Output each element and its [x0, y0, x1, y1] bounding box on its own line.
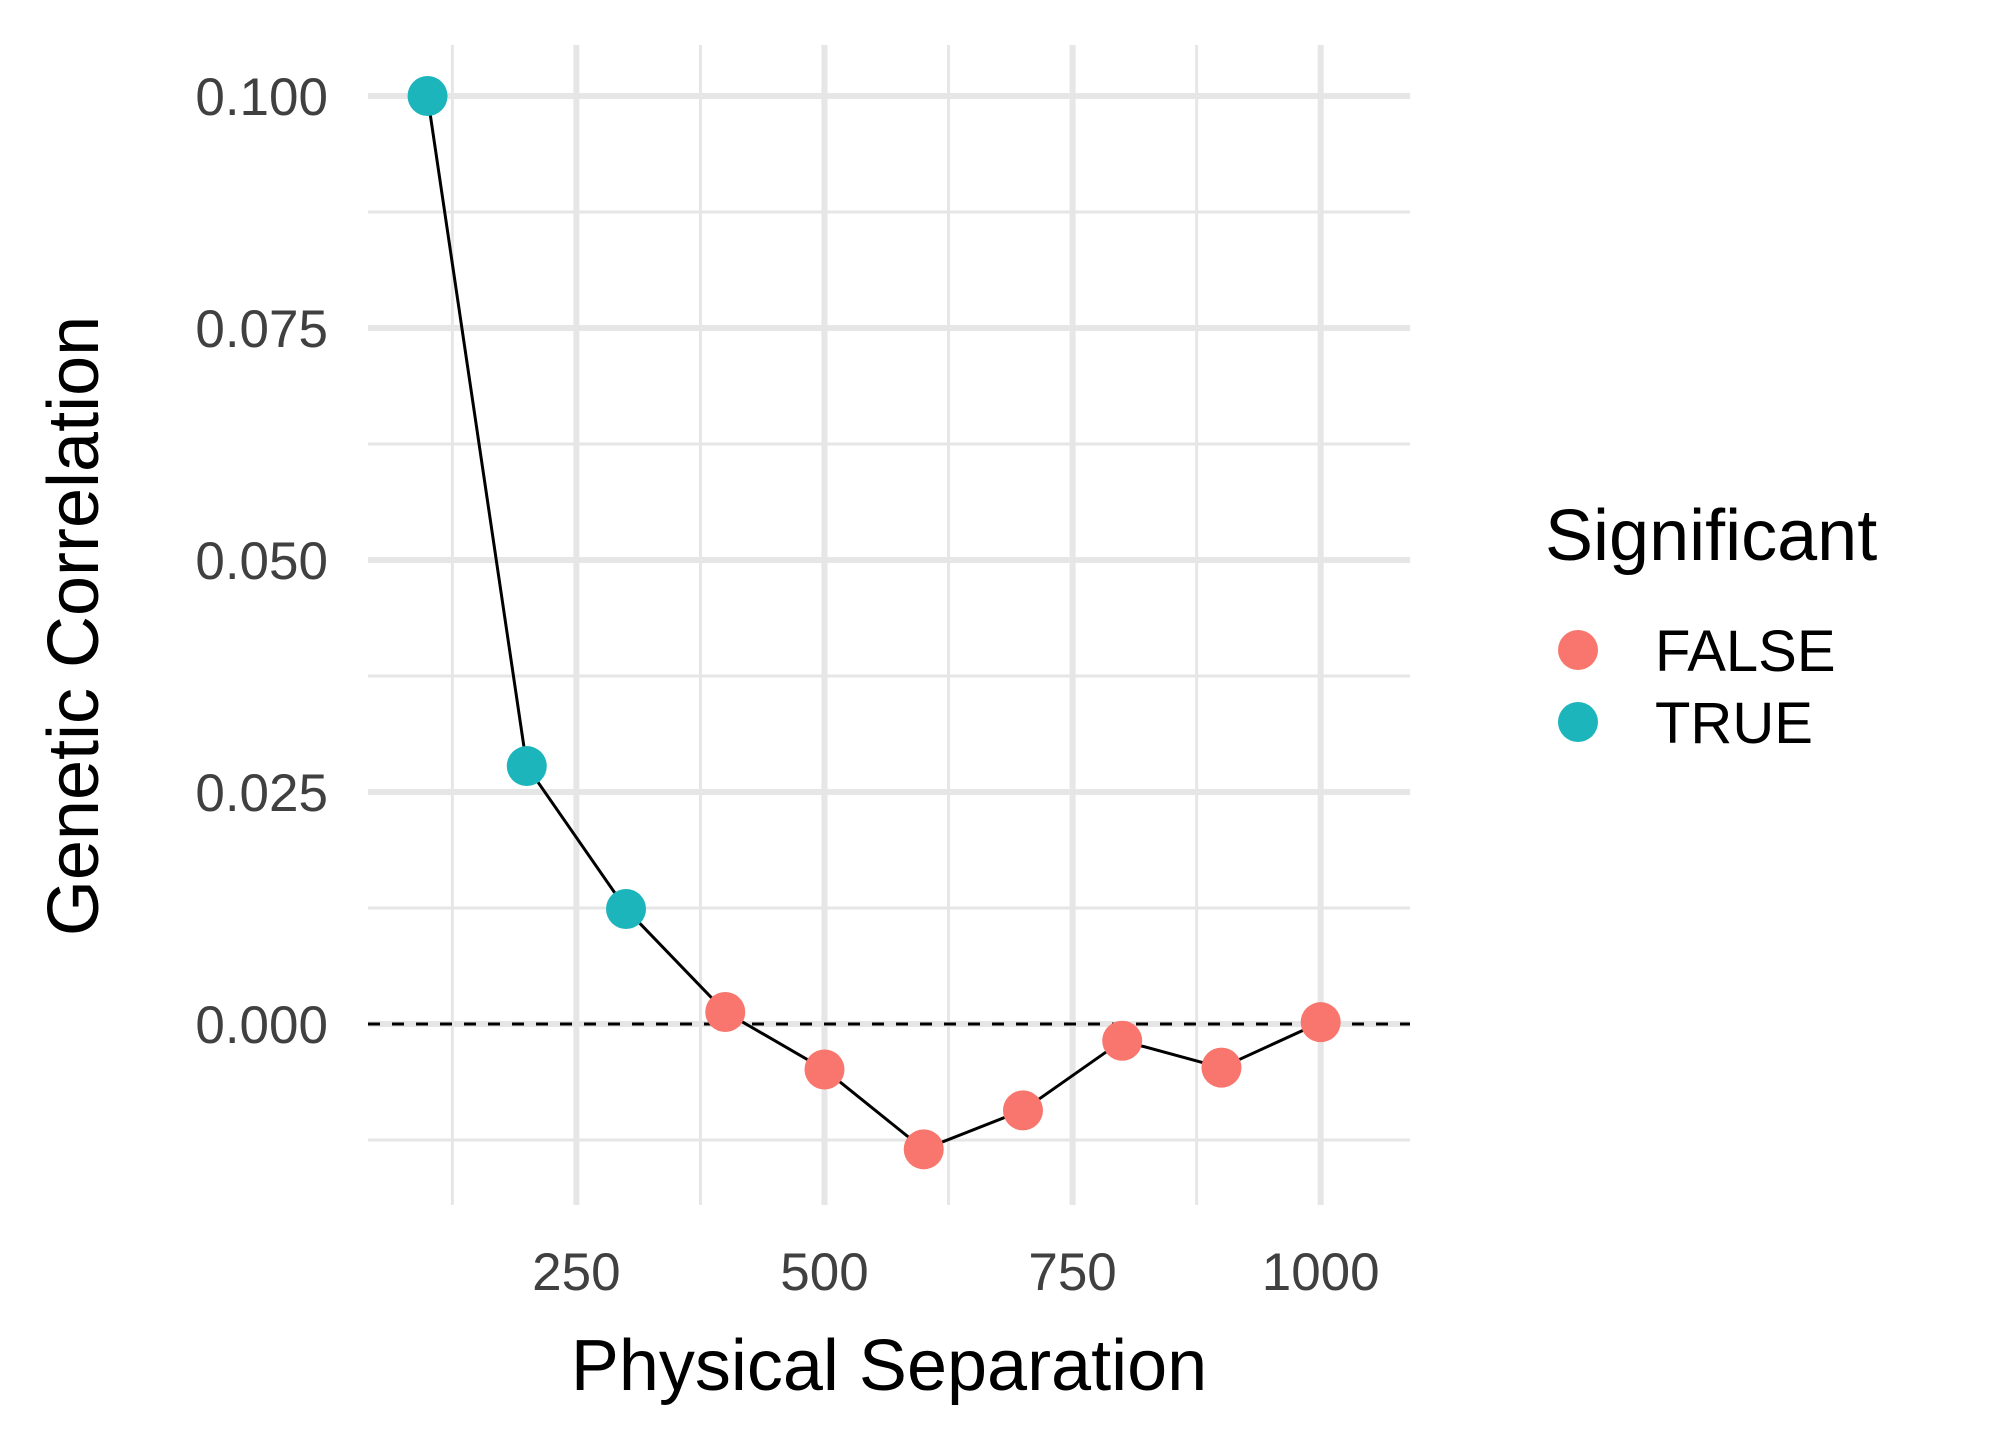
data-point: [705, 991, 746, 1032]
y-axis-ticks: 0.000 0.025 0.050 0.075 0.100: [195, 68, 328, 1055]
series-line: [426, 95, 1322, 1152]
data-point: [1201, 1047, 1242, 1088]
legend-entries: FALSE TRUE: [1558, 619, 1836, 756]
legend-label-false: FALSE: [1655, 619, 1836, 684]
x-axis-ticks: 250 500 750 1000: [532, 1243, 1379, 1302]
data-point: [1102, 1020, 1143, 1061]
series-line-layer: [426, 95, 1322, 1152]
data-point: [407, 76, 448, 117]
data-point: [1300, 1002, 1341, 1043]
legend-title: Significant: [1545, 496, 1877, 576]
y-tick-label: 0.050: [195, 532, 328, 591]
x-tick-label: 750: [1028, 1243, 1116, 1302]
legend-key-false: [1558, 630, 1598, 670]
y-tick-label: 0.100: [195, 68, 328, 127]
x-tick-label: 250: [532, 1243, 620, 1302]
x-axis-title: Physical Separation: [571, 1326, 1207, 1406]
y-axis-title: Genetic Correlation: [34, 316, 114, 936]
data-point: [804, 1049, 845, 1090]
y-tick-label: 0.075: [195, 300, 328, 359]
data-point: [1002, 1090, 1043, 1131]
grid-lines: [368, 45, 1410, 1205]
x-tick-label: 1000: [1262, 1243, 1380, 1302]
y-tick-label: 0.025: [195, 764, 328, 823]
legend: Significant FALSE TRUE: [1545, 496, 1877, 756]
data-point: [903, 1129, 944, 1170]
data-points: [407, 76, 1341, 1170]
y-tick-label: 0.000: [195, 996, 328, 1055]
legend-key-true: [1558, 702, 1598, 742]
legend-label-true: TRUE: [1655, 691, 1813, 756]
data-point: [506, 746, 547, 787]
x-tick-label: 500: [780, 1243, 868, 1302]
data-point: [606, 888, 647, 929]
